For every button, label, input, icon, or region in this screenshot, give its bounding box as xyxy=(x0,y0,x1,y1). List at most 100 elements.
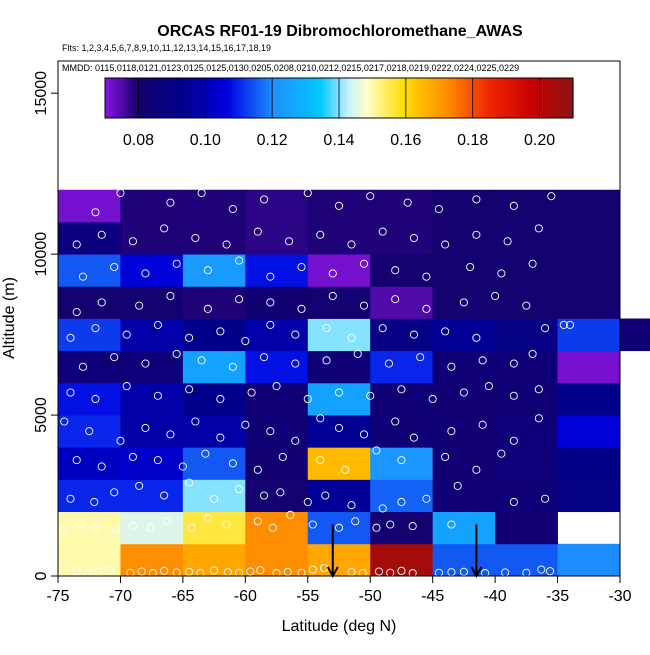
sample-point xyxy=(565,320,575,329)
sample-point xyxy=(409,330,418,339)
heatmap-cell xyxy=(120,511,184,545)
colorbar-segment xyxy=(522,78,527,118)
sample-point xyxy=(253,465,262,474)
heatmap-cell xyxy=(120,286,184,319)
sample-point xyxy=(481,569,490,578)
sample-point xyxy=(216,327,225,336)
sample-point xyxy=(153,391,162,400)
colorbar-segment xyxy=(379,78,384,118)
colorbar-segment xyxy=(562,78,567,118)
heatmap-cell xyxy=(307,286,371,319)
colorbar-segment xyxy=(282,78,287,118)
sample-point xyxy=(172,259,181,268)
colorbar-segment xyxy=(135,78,140,118)
colorbar-segment xyxy=(362,78,367,118)
colorbar-segment xyxy=(442,78,447,118)
sample-point xyxy=(172,349,181,358)
colorbar-segment xyxy=(125,78,129,118)
colorbar-segment xyxy=(222,78,226,118)
colorbar-segment xyxy=(292,78,297,118)
colorbar-segment xyxy=(405,78,410,118)
sample-point xyxy=(97,298,106,307)
sample-point xyxy=(316,414,325,423)
colorbar-segment xyxy=(208,78,213,118)
colorbar-segment xyxy=(402,78,407,118)
heatmap-cell xyxy=(432,350,496,384)
heatmap-cell xyxy=(495,382,558,416)
heatmap-cell xyxy=(58,318,121,352)
heatmap-cell xyxy=(557,254,621,287)
colorbar-segment xyxy=(121,78,126,118)
colorbar-segment xyxy=(175,78,180,118)
sample-point xyxy=(122,330,131,339)
sample-point xyxy=(497,449,506,458)
sample-point xyxy=(366,192,375,201)
heatmap-cell xyxy=(58,221,121,255)
sample-point xyxy=(459,298,468,307)
sample-point xyxy=(286,510,295,519)
sample-point xyxy=(260,195,269,204)
sample-point xyxy=(260,353,269,362)
sample-point xyxy=(537,565,546,574)
colorbar-segment xyxy=(355,78,360,118)
sample-point xyxy=(137,567,146,576)
heatmap-cell xyxy=(557,318,621,352)
sample-point xyxy=(122,382,131,391)
colorbar-segment xyxy=(459,78,464,118)
colorbar-segment xyxy=(412,78,417,118)
sample-point xyxy=(466,262,475,272)
sample-point xyxy=(503,237,512,246)
sample-point xyxy=(358,569,367,578)
sample-point xyxy=(283,567,292,576)
sample-point xyxy=(491,291,500,301)
colorbar-segment xyxy=(218,78,223,118)
colorbar-segment xyxy=(512,78,517,118)
sample-point xyxy=(509,497,518,507)
sample-point xyxy=(197,356,206,365)
sample-point xyxy=(459,388,468,397)
heatmap-cell xyxy=(620,318,650,352)
sample-point xyxy=(135,481,144,490)
sample-point xyxy=(153,320,162,329)
sample-point xyxy=(534,414,543,423)
colorbar-segment xyxy=(415,78,420,118)
colorbar-segment xyxy=(409,78,414,118)
sample-point xyxy=(105,566,114,575)
colorbar-segment xyxy=(372,78,377,118)
heatmap-cell xyxy=(245,350,309,384)
sample-point xyxy=(472,195,481,204)
sample-point xyxy=(266,272,275,281)
sample-point xyxy=(409,233,418,243)
sample-point xyxy=(83,569,93,578)
heatmap-cell xyxy=(182,479,246,513)
sample-point xyxy=(303,497,312,507)
heatmap-cell xyxy=(182,318,246,352)
colorbar-segment xyxy=(262,78,267,118)
sample-point xyxy=(216,394,225,404)
sample-point xyxy=(110,353,119,362)
colorbar-segment xyxy=(322,78,327,118)
sample-point xyxy=(272,382,281,391)
heatmap-cell xyxy=(307,350,371,384)
heatmap-cell xyxy=(58,254,121,287)
colorbar-segment xyxy=(325,78,330,118)
sample-point xyxy=(386,520,395,529)
colorbar-segment xyxy=(489,78,494,118)
y-tick-label: 10000 xyxy=(33,232,50,277)
sample-point xyxy=(321,491,330,500)
sample-point xyxy=(472,465,481,474)
colorbar-segment xyxy=(536,78,541,118)
sample-point xyxy=(372,446,381,455)
colorbar-segment xyxy=(506,78,511,118)
heatmap-cell xyxy=(245,479,309,513)
colorbar-segment xyxy=(389,78,394,118)
sample-point xyxy=(447,520,456,529)
colorbar-segment xyxy=(342,78,347,118)
colorbar-segment xyxy=(178,78,183,118)
colorbar-segment xyxy=(569,78,574,118)
heatmap-cell xyxy=(182,415,246,448)
colorbar-segment xyxy=(452,78,457,118)
colorbar-segment xyxy=(181,78,186,118)
colorbar-segment xyxy=(462,78,467,118)
heatmap-cell xyxy=(495,221,558,255)
